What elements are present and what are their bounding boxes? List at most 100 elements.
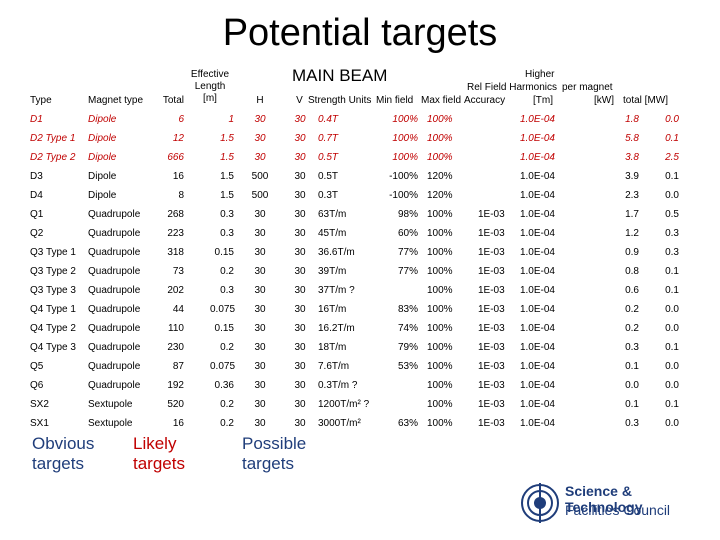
cell-mw: 0.0	[665, 361, 679, 372]
cell-magnet-type: Quadrupole	[88, 342, 141, 353]
cell-kw: 0.3	[625, 418, 639, 429]
cell-min-field: 83%	[397, 304, 418, 315]
cell-total: 230	[167, 342, 184, 353]
cell-magnet-type: Dipole	[88, 171, 117, 182]
cell-strength: 0.3T	[318, 190, 339, 201]
cell-type: D2 Type 1	[30, 133, 76, 144]
cell-total: 87	[172, 361, 184, 372]
cell-max-field: 100%	[427, 114, 453, 125]
header-max-field: Max field	[421, 95, 462, 106]
cell-v: 30	[294, 114, 306, 125]
cell-h: 30	[254, 304, 266, 315]
cell-harmonics: 1.0E-04	[519, 285, 555, 296]
cell-magnet-type: Quadrupole	[88, 266, 141, 277]
cell-mw: 0.3	[665, 228, 679, 239]
stfc-logo: Science & Technology Facilities Council	[520, 480, 710, 528]
cell-h: 30	[254, 209, 266, 220]
cell-kw: 0.1	[625, 399, 639, 410]
cell-type: Q2	[30, 228, 44, 239]
cell-max-field: 120%	[427, 171, 453, 182]
stfc-logo-icon	[521, 483, 559, 523]
cell-strength: 45T/m	[318, 228, 347, 239]
cell-accuracy: 1E-03	[478, 209, 505, 220]
cell-harmonics: 1.0E-04	[519, 133, 555, 144]
cell-kw: 1.2	[625, 228, 639, 239]
cell-v: 30	[294, 418, 306, 429]
cell-length: 1	[228, 114, 234, 125]
cell-min-field: 100%	[392, 133, 418, 144]
cell-min-field: 100%	[392, 152, 418, 163]
cell-v: 30	[294, 285, 306, 296]
cell-harmonics: 1.0E-04	[519, 323, 555, 334]
cell-strength: 39T/m	[318, 266, 347, 277]
cell-total: 6	[178, 114, 184, 125]
cell-mw: 0.0	[665, 114, 679, 125]
cell-max-field: 100%	[427, 304, 453, 315]
cell-length: 0.2	[220, 418, 234, 429]
cell-length: 0.2	[220, 342, 234, 353]
logo-line2: Facilities Council	[565, 502, 671, 518]
header-magnet-type: Magnet type	[88, 95, 144, 106]
cell-max-field: 120%	[427, 190, 453, 201]
cell-magnet-type: Quadrupole	[88, 228, 141, 239]
header-effective-length-line2: Length	[194, 81, 226, 92]
cell-h: 30	[254, 361, 266, 372]
cell-harmonics: 1.0E-04	[519, 228, 555, 239]
cell-max-field: 100%	[427, 133, 453, 144]
cell-strength: 0.7T	[318, 133, 339, 144]
cell-type: D3	[30, 171, 43, 182]
cell-length: 0.3	[220, 228, 234, 239]
cell-min-field: -100%	[389, 171, 418, 182]
cell-harmonics: 1.0E-04	[519, 247, 555, 258]
header-min-field: Min field	[376, 95, 414, 106]
cell-mw: 0.1	[665, 266, 679, 277]
cell-accuracy: 1E-03	[478, 418, 505, 429]
cell-accuracy: 1E-03	[478, 399, 505, 410]
cell-h: 30	[254, 285, 266, 296]
cell-v: 30	[294, 323, 306, 334]
cell-total: 318	[167, 247, 184, 258]
cell-magnet-type: Quadrupole	[88, 209, 141, 220]
cell-magnet-type: Quadrupole	[88, 380, 141, 391]
cell-total: 73	[172, 266, 184, 277]
cell-h: 30	[254, 380, 266, 391]
cell-magnet-type: Sextupole	[88, 399, 133, 410]
cell-harmonics: 1.0E-04	[519, 171, 555, 182]
cell-h: 500	[251, 171, 269, 182]
cell-min-field: 77%	[397, 247, 418, 258]
header-total-mw: total [MW]	[623, 95, 669, 106]
cell-h: 30	[254, 399, 266, 410]
cell-min-field: 98%	[397, 209, 418, 220]
cell-mw: 0.0	[665, 418, 679, 429]
logo-line1: Science & Technology	[565, 483, 643, 515]
cell-length: 1.5	[220, 171, 234, 182]
cell-magnet-type: Dipole	[88, 114, 117, 125]
cell-strength: 0.5T	[318, 152, 339, 163]
cell-v: 30	[294, 380, 306, 391]
header-total: Total	[162, 95, 184, 106]
cell-h: 30	[254, 152, 266, 163]
cell-strength: 0.5T	[318, 171, 339, 182]
cell-magnet-type: Sextupole	[88, 418, 133, 429]
cell-min-field: 100%	[392, 114, 418, 125]
cell-total: 223	[167, 228, 184, 239]
cell-max-field: 100%	[427, 228, 453, 239]
cell-kw: 0.1	[625, 361, 639, 372]
cell-strength: 16T/m	[318, 304, 347, 315]
cell-kw: 5.8	[625, 133, 639, 144]
cell-magnet-type: Quadrupole	[88, 285, 141, 296]
cell-h: 30	[254, 266, 266, 277]
cell-harmonics: 1.0E-04	[519, 209, 555, 220]
cell-kw: 3.8	[625, 152, 639, 163]
cell-type: D2 Type 2	[30, 152, 76, 163]
cell-type: Q5	[30, 361, 44, 372]
cell-strength: 37T/m ?	[318, 285, 355, 296]
cell-max-field: 100%	[427, 152, 453, 163]
legend-possible: Possible targets	[242, 434, 307, 473]
cell-v: 30	[294, 228, 306, 239]
cell-harmonics: 1.0E-04	[519, 190, 555, 201]
cell-v: 30	[294, 266, 306, 277]
cell-kw: 1.7	[625, 209, 639, 220]
cell-strength: 63T/m	[318, 209, 347, 220]
cell-harmonics: 1.0E-04	[519, 380, 555, 391]
